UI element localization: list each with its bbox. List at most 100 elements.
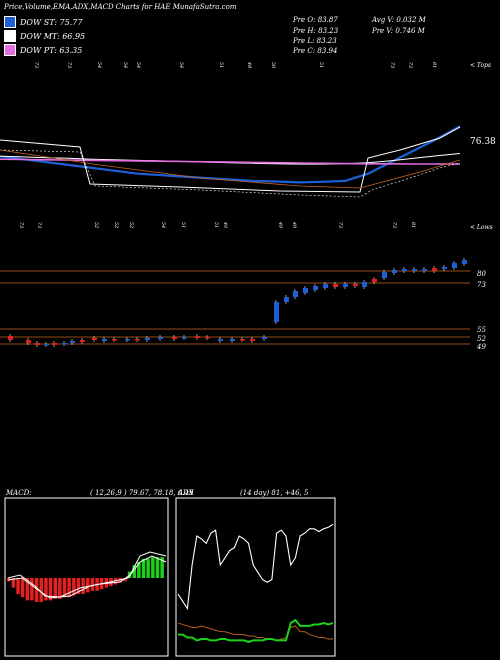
macd-bar [86,578,90,593]
level-80-label: 80 [477,270,486,278]
macd-bar [90,578,95,591]
legend-label-st: DOW ST: 75.77 [20,17,83,27]
stat-pre-open: Pre O: 83.87 [293,16,338,24]
signal-line [7,555,167,599]
candle-body [362,282,367,287]
candle-body [35,343,40,345]
candle-body [303,288,308,293]
macd-bar [113,578,118,585]
macd-bar [137,562,141,578]
candle-body [293,291,298,297]
band-low [0,149,461,198]
macd-bar [118,578,122,583]
stat-pre-volume: Pre V: 0.746 M [372,27,425,35]
macd-bar [48,578,53,601]
band-high [0,126,461,193]
last-price-label: 76.38 [470,137,496,147]
macd-bar [16,578,20,594]
candle-body [372,279,377,282]
macd-bar [109,578,113,586]
macd-bar [155,557,160,578]
macd-bar [34,578,39,602]
legend-label-pt: DOW PT: 63.35 [20,45,83,55]
macd-label: MACD: [6,489,32,497]
candle-body [240,339,245,341]
candle-body [205,337,210,339]
candle-body [382,272,387,278]
candle-body [44,344,49,346]
candle-body [262,337,267,339]
macd-bar [53,578,57,599]
candle-body [125,339,130,341]
candle-body [353,284,358,286]
adx-label: ADX [178,489,194,497]
chart-title: Price,Volume,EMA,ADX,MACD Charts for HAE… [4,3,237,11]
macd-bar [7,578,11,582]
macd-bar [127,571,132,578]
macd-bar [11,578,16,588]
macd-bar [67,578,71,598]
macd-panel [4,497,169,657]
macd-bar [132,565,136,578]
candle-body [432,268,437,271]
candle-body [284,297,289,302]
candle-body [442,267,447,269]
level-73-label: 73 [477,281,486,289]
macd-bar [39,578,43,602]
legend-dow-st: DOW ST: 75.77 [4,16,82,28]
candle-body [452,263,457,268]
macd-bar [160,557,164,578]
legend-dow-pt: DOW PT: 63.35 [4,44,82,56]
candle-body [62,343,67,345]
macd-bar [25,578,30,601]
candle-body [422,269,427,271]
ema-line-2 [0,158,460,165]
candle-body [195,336,200,338]
macd-bar [141,558,146,578]
price-chart [0,125,470,347]
macd-bar [30,578,34,601]
adx-values: (14 day) 81, +46, 5 [240,489,309,497]
stat-pre-high: Pre H: 83.23 [293,27,339,35]
macd-line [7,551,167,598]
candle-body [92,338,97,340]
candle-body [70,341,75,343]
candle-body [80,340,85,342]
level-49-label: 49 [477,343,486,351]
candle-body [343,284,348,287]
stat-pre-low: Pre L: 83.23 [293,37,337,45]
candle-body [182,337,187,339]
candle-body [26,340,31,343]
adx-panel [175,497,336,657]
candle-body [250,339,255,341]
candle-body [102,339,107,341]
lows-label: < Lows [470,224,493,231]
macd-bar [72,578,76,596]
candle-body [112,339,117,341]
candle-body [135,339,140,341]
candle-body [274,302,279,322]
tops-label: < Tops [470,62,492,69]
level-55-label: 55 [477,326,486,334]
adx-line-2 [178,618,334,643]
level-52-label: 52 [477,335,486,343]
candle-body [8,336,13,340]
candle-body [392,270,397,273]
stat-pre-close: Pre C: 83.94 [293,47,338,55]
candle-body [323,284,328,288]
macd-bar [146,558,150,578]
macd-bar [81,578,85,594]
macd-bar [62,578,67,598]
macd-bar [123,578,127,582]
stat-avg-volume: Avg V: 0.032 M [372,16,426,24]
candle-body [218,339,223,341]
candle-body [402,269,407,271]
candle-body [412,269,417,271]
macd-bar [104,578,109,588]
adx-line-0 [177,622,333,641]
macd-bar [151,557,155,578]
legend-label-mt: DOW MT: 66.95 [20,31,86,41]
legend-swatch-mt [4,30,16,42]
ema-orange [0,149,461,189]
legend-swatch-pt [4,44,16,56]
